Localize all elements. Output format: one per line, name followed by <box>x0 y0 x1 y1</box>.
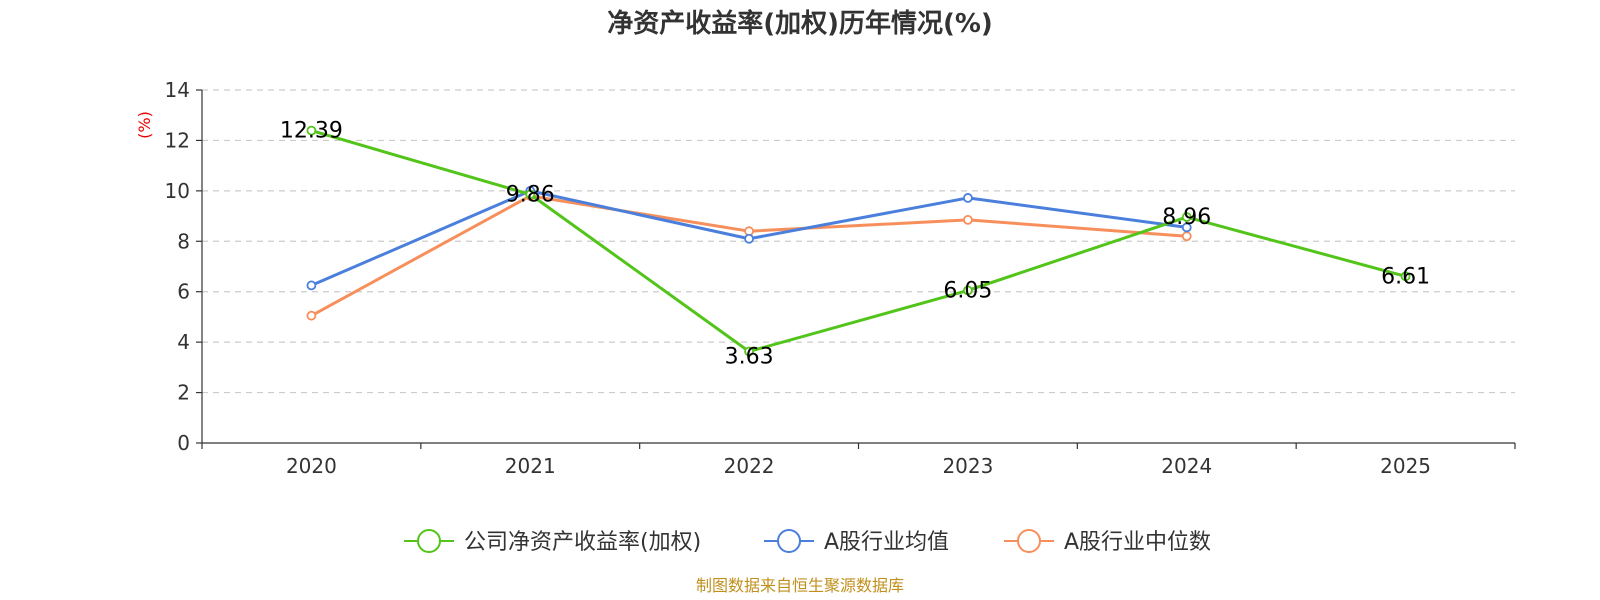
axes: 0 2 4 6 8 10 12 14 2020 2021 2022 2023 2024 2025 <box>165 78 1516 478</box>
series-line-0 <box>310 129 1406 353</box>
point-0-2021 <box>525 189 536 200</box>
series-0 <box>306 125 1411 357</box>
y-tick-label-0: 0 <box>177 431 190 455</box>
data-label-2024: 8.96 <box>1162 205 1211 230</box>
legend-item-1[interactable]: A股行业均值 <box>764 529 949 555</box>
data-labels: 12.39 9.86 3.63 6.05 8.96 6.61 <box>280 119 1430 370</box>
point-0-2020 <box>306 125 317 136</box>
gridlines <box>202 89 1515 394</box>
point-2-2020 <box>306 310 317 321</box>
legend-item-0[interactable]: 公司净资产收益率(加权) <box>404 529 701 555</box>
point-0-2025 <box>1400 271 1411 282</box>
point-1-2020 <box>306 280 317 291</box>
y-tick-label-2: 2 <box>177 381 190 405</box>
point-0-2024 <box>1181 212 1192 222</box>
series-1 <box>306 185 1192 291</box>
series-lines <box>306 125 1411 357</box>
point-1-2023 <box>963 193 973 203</box>
series-line-2 <box>310 194 1187 317</box>
legend-marker-2 <box>1017 529 1041 553</box>
y-tick-label-10: 10 <box>165 179 190 203</box>
legend-item-2[interactable]: A股行业中位数 <box>1004 529 1211 555</box>
point-1-2024 <box>1181 222 1192 233</box>
y-tick-label-8: 8 <box>177 229 190 253</box>
point-2-2024 <box>1181 231 1192 242</box>
x-tick-label-2021: 2021 <box>505 454 556 478</box>
x-tick-label-2025: 2025 <box>1380 454 1431 478</box>
x-tick-label-2023: 2023 <box>942 454 993 478</box>
legend-label-1: A股行业均值 <box>824 530 949 555</box>
legend-marker-0 <box>417 529 441 553</box>
point-2-2023 <box>963 214 973 225</box>
data-label-2025: 6.61 <box>1381 264 1430 289</box>
y-tick-label-14: 14 <box>165 78 190 102</box>
legend-label-2: A股行业中位数 <box>1064 530 1211 555</box>
data-label-2021: 9.86 <box>506 182 555 207</box>
point-0-2023 <box>963 285 973 296</box>
data-label-2022: 3.63 <box>725 344 774 369</box>
y-tick-label-6: 6 <box>177 280 190 304</box>
chart-title: 净资产收益率(加权)历年情况(%) <box>607 8 993 39</box>
source-note: 制图数据来自恒生聚源数据库 <box>696 576 904 595</box>
point-0-2022 <box>744 346 754 357</box>
data-label-2023: 6.05 <box>943 278 992 303</box>
legend-label-0: 公司净资产收益率(加权) <box>464 530 701 555</box>
data-label-2020: 12.39 <box>280 119 343 144</box>
x-tick-label-2024: 2024 <box>1161 454 1212 478</box>
x-tick-label-2022: 2022 <box>724 454 775 478</box>
x-tick-label-2020: 2020 <box>286 454 337 478</box>
legend[interactable]: 公司净资产收益率(加权) A股行业均值 A股行业中位数 <box>404 529 1211 555</box>
legend-marker-1 <box>777 529 801 553</box>
y-axis-label: (%) <box>135 111 154 139</box>
point-1-2022 <box>744 233 754 244</box>
y-tick-label-12: 12 <box>165 128 190 152</box>
y-tick-label-4: 4 <box>177 330 190 354</box>
